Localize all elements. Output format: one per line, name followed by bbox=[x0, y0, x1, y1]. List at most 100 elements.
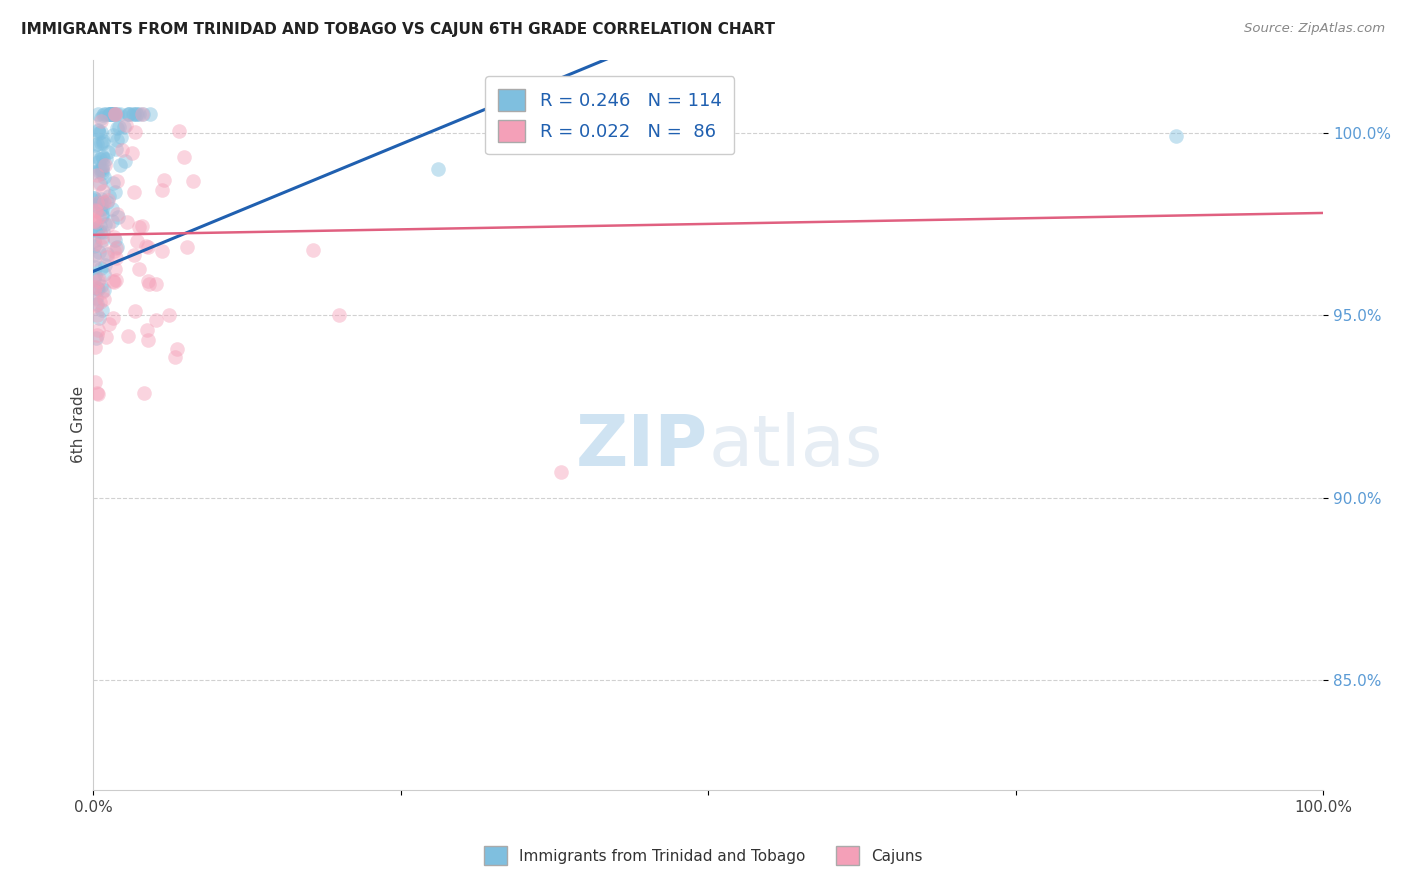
Point bbox=[93, 169, 115, 184]
Point bbox=[122, 185, 145, 199]
Point bbox=[128, 219, 150, 234]
Point bbox=[103, 244, 125, 258]
Point bbox=[91, 149, 114, 163]
Point bbox=[136, 275, 159, 289]
Point bbox=[115, 214, 138, 228]
Point bbox=[104, 107, 127, 121]
Point bbox=[96, 250, 118, 264]
Point bbox=[86, 196, 108, 211]
Point bbox=[86, 168, 108, 182]
Y-axis label: 6th Grade: 6th Grade bbox=[72, 386, 86, 463]
Point bbox=[105, 120, 128, 135]
Point bbox=[145, 277, 167, 292]
Point bbox=[181, 174, 204, 188]
Point bbox=[86, 296, 108, 310]
Point bbox=[90, 233, 112, 247]
Point bbox=[157, 308, 180, 322]
Point bbox=[83, 248, 105, 262]
Point bbox=[90, 230, 112, 244]
Point bbox=[127, 234, 149, 248]
Point bbox=[90, 261, 112, 276]
Point bbox=[83, 149, 105, 163]
Point bbox=[87, 244, 110, 259]
Point bbox=[105, 133, 128, 147]
Point bbox=[86, 281, 108, 295]
Point bbox=[89, 196, 111, 211]
Point bbox=[131, 107, 153, 121]
Point bbox=[87, 155, 110, 169]
Point bbox=[93, 258, 115, 272]
Point bbox=[83, 234, 105, 248]
Point bbox=[328, 308, 350, 322]
Point bbox=[89, 219, 111, 234]
Point bbox=[87, 177, 110, 191]
Point bbox=[104, 185, 127, 199]
Point bbox=[131, 107, 153, 121]
Point bbox=[1164, 129, 1187, 144]
Point bbox=[83, 193, 105, 207]
Point bbox=[86, 386, 108, 401]
Point bbox=[136, 323, 159, 337]
Point bbox=[87, 164, 110, 178]
Point bbox=[83, 252, 105, 267]
Point bbox=[100, 107, 122, 121]
Point bbox=[89, 202, 111, 217]
Point bbox=[93, 184, 115, 198]
Point bbox=[101, 176, 124, 190]
Point bbox=[108, 107, 131, 121]
Point bbox=[301, 244, 323, 258]
Point bbox=[84, 221, 107, 235]
Point bbox=[87, 107, 110, 121]
Point bbox=[98, 107, 121, 121]
Point bbox=[90, 197, 112, 211]
Point bbox=[90, 279, 112, 293]
Point bbox=[117, 329, 139, 343]
Point bbox=[87, 310, 110, 325]
Point bbox=[138, 107, 160, 121]
Point bbox=[86, 224, 108, 238]
Point bbox=[550, 465, 572, 479]
Point bbox=[91, 151, 114, 165]
Point bbox=[118, 107, 141, 121]
Point bbox=[91, 225, 114, 239]
Point bbox=[84, 268, 107, 283]
Point bbox=[145, 313, 167, 327]
Point bbox=[83, 191, 105, 205]
Point bbox=[115, 118, 138, 132]
Point bbox=[91, 209, 114, 223]
Point bbox=[83, 280, 105, 294]
Point bbox=[84, 298, 107, 312]
Point bbox=[110, 130, 132, 145]
Point bbox=[91, 202, 114, 217]
Text: ZIP: ZIP bbox=[576, 412, 709, 481]
Point bbox=[128, 107, 150, 121]
Point bbox=[110, 158, 132, 172]
Point bbox=[93, 267, 115, 281]
Point bbox=[93, 107, 115, 121]
Point bbox=[89, 152, 111, 166]
Point bbox=[103, 230, 125, 244]
Point bbox=[94, 217, 117, 231]
Point bbox=[105, 273, 128, 287]
Point bbox=[83, 202, 105, 217]
Point bbox=[87, 282, 110, 296]
Point bbox=[84, 331, 107, 345]
Point bbox=[91, 166, 114, 180]
Text: IMMIGRANTS FROM TRINIDAD AND TOBAGO VS CAJUN 6TH GRADE CORRELATION CHART: IMMIGRANTS FROM TRINIDAD AND TOBAGO VS C… bbox=[21, 22, 775, 37]
Point bbox=[103, 275, 125, 289]
Point bbox=[93, 283, 115, 297]
Point bbox=[87, 274, 110, 288]
Point bbox=[166, 342, 188, 356]
Point bbox=[107, 120, 129, 134]
Point bbox=[91, 162, 114, 177]
Point bbox=[83, 237, 105, 252]
Point bbox=[132, 385, 155, 400]
Point bbox=[93, 158, 115, 172]
Point bbox=[150, 183, 173, 197]
Point bbox=[93, 136, 115, 151]
Point bbox=[98, 107, 121, 121]
Point bbox=[86, 328, 108, 343]
Point bbox=[101, 275, 124, 289]
Point bbox=[98, 107, 121, 121]
Point bbox=[103, 107, 125, 121]
